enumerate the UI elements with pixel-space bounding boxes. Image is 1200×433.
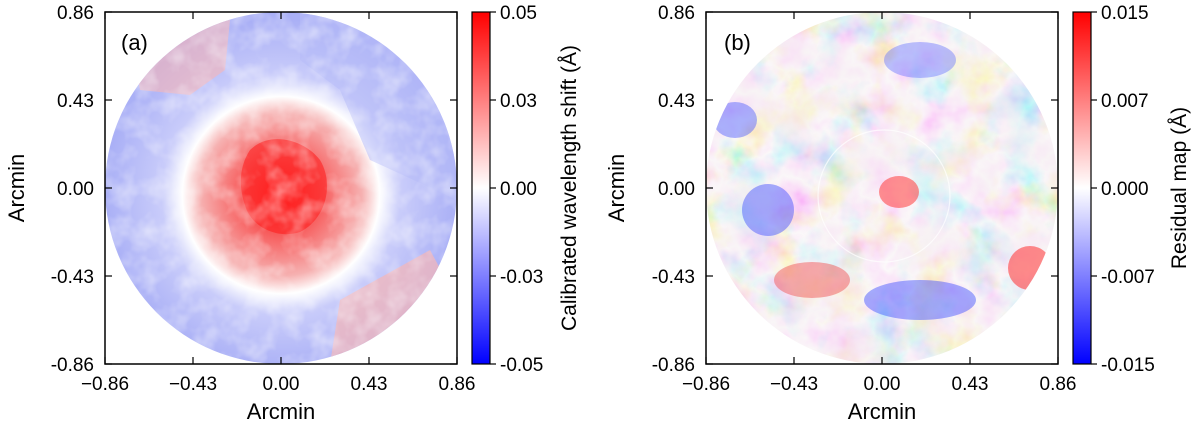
panel-a-colorbar-tick-label: -0.05 <box>500 355 543 376</box>
panel-b-colorbar-tick-label: -0.015 <box>1101 355 1155 376</box>
panel-b-label: (b) <box>724 30 751 55</box>
panel-a-x-tick-label: 0.43 <box>351 374 388 395</box>
panel-a-y-tick-label: 0.43 <box>57 91 94 112</box>
panel-b-blue-left <box>742 184 794 236</box>
panel-b-x-tick-label: −0.86 <box>682 374 730 395</box>
panel-a-y-tick-label: -0.43 <box>51 267 94 288</box>
panel-b-blue-bottom <box>864 280 976 320</box>
panel-a-x-tick-label: −0.43 <box>169 374 217 395</box>
panel-b-red-lower-left <box>774 262 850 298</box>
panel-b-x-tick-label: 0.43 <box>952 374 989 395</box>
panel-b-colorbar-tick-label: -0.007 <box>1101 267 1155 288</box>
panel-b-colorbar-tick-label: 0.015 <box>1101 3 1149 24</box>
panel-a-colorbar-tick-label: -0.03 <box>500 267 543 288</box>
panel-a-colorbar <box>471 11 491 365</box>
panel-a-colorbar-tick-label: 0.00 <box>500 179 537 200</box>
panel-b-x-tick-label: 0.86 <box>1040 374 1077 395</box>
panel-b-blue-topleft <box>713 102 757 138</box>
panel-b-colorbar-title: Residual map (Å) <box>1168 107 1191 269</box>
panel-b-colorbar-tick-label: 0.000 <box>1101 179 1149 200</box>
panel-b-y-tick-label: -0.86 <box>652 355 695 376</box>
panel-a-y-tick-label: -0.86 <box>51 355 94 376</box>
panel-b-y-tick-label: 0.43 <box>658 91 695 112</box>
panel-a-x-tick-label: −0.86 <box>81 374 129 395</box>
panel-b-y-tick-label: 0.00 <box>658 179 695 200</box>
panel-a-colorbar-tick-label: 0.03 <box>500 91 537 112</box>
panel-a: −0.86 −0.43 0.00 0.43 0.86 0.86 0.43 0.0… <box>4 3 581 424</box>
panel-a-y-tick-label: 0.86 <box>57 3 94 24</box>
panel-a-y-ticks <box>105 11 457 365</box>
panel-a-y-tick-label: 0.00 <box>57 179 94 200</box>
panel-b-y-tick-label: -0.43 <box>652 267 695 288</box>
panel-a-colorbar-tick-label: 0.05 <box>500 3 537 24</box>
panel-b-x-tick-label: −0.43 <box>770 374 818 395</box>
panel-a-y-axis-title: Arcmin <box>4 154 29 222</box>
panel-a-x-ticks <box>104 12 458 364</box>
panel-b-y-axis-title: Arcmin <box>604 154 629 222</box>
panel-a-x-tick-label: 0.86 <box>439 374 476 395</box>
panel-b-y-ticks <box>706 11 1058 365</box>
panel-b-colorbar-tick-label: 0.007 <box>1101 91 1149 112</box>
panel-b-colorbar <box>1072 11 1092 365</box>
panel-a-x-axis-title: Arcmin <box>247 399 315 424</box>
panel-b-x-tick-label: 0.00 <box>864 374 901 395</box>
panel-b-red-center <box>879 176 919 208</box>
panel-b-x-axis-title: Arcmin <box>848 399 916 424</box>
panel-a-label: (a) <box>121 30 148 55</box>
panel-a-colorbar-title: Calibrated wavelength shift (Å) <box>558 45 581 331</box>
panel-b-colorbar-ticks <box>1091 11 1097 365</box>
panel-b: −0.86 −0.43 0.00 0.43 0.86 0.86 0.43 0.0… <box>604 3 1191 424</box>
panel-b-x-ticks <box>705 12 1059 364</box>
panel-b-ring <box>817 129 951 263</box>
panel-a-colorbar-ticks <box>490 11 496 365</box>
panel-b-y-tick-label: 0.86 <box>658 3 695 24</box>
panel-b-blue-top <box>884 42 956 78</box>
panel-a-x-tick-label: 0.00 <box>263 374 300 395</box>
